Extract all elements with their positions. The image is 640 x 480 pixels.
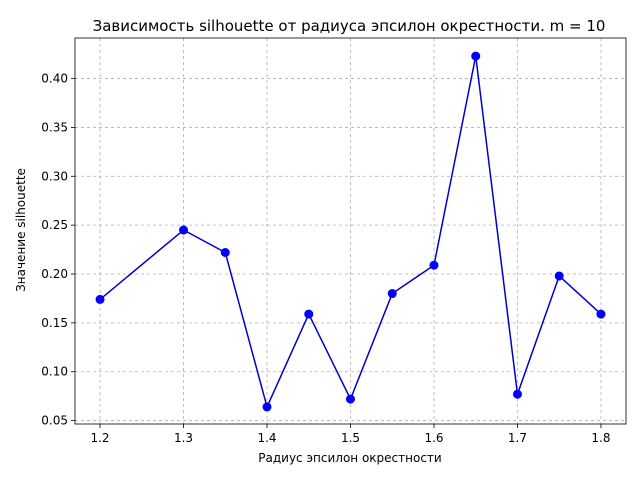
data-point — [95, 294, 105, 304]
data-point — [304, 309, 314, 319]
series-layer — [95, 51, 606, 412]
x-tick-label: 1.7 — [508, 431, 527, 445]
data-point — [220, 247, 230, 257]
chart-title: Зависимость silhouette от радиуса эпсило… — [93, 17, 606, 35]
data-point — [429, 260, 439, 270]
y-tick-label: 0.40 — [41, 72, 68, 86]
y-tick-label: 0.30 — [41, 169, 68, 183]
x-tick-label: 1.4 — [257, 431, 276, 445]
x-axis-label: Радиус эпсилон окрестности — [258, 451, 441, 465]
data-point — [554, 271, 564, 281]
data-point — [387, 289, 397, 299]
y-axis-label: Значение silhouette — [14, 168, 28, 292]
x-tick-label: 1.5 — [341, 431, 360, 445]
y-tick-label: 0.35 — [41, 120, 68, 134]
x-tick-label: 1.8 — [591, 431, 610, 445]
data-point — [471, 51, 481, 61]
data-point — [512, 389, 522, 399]
x-tick-label: 1.2 — [90, 431, 109, 445]
data-point — [179, 225, 189, 235]
y-tick-label: 0.20 — [41, 267, 68, 281]
y-tick-label: 0.15 — [41, 316, 68, 330]
y-tick-label: 0.25 — [41, 218, 68, 232]
x-tick-label: 1.3 — [174, 431, 193, 445]
y-tick-label: 0.10 — [41, 365, 68, 379]
data-point — [262, 402, 272, 412]
grid — [75, 38, 626, 424]
y-tick-label: 0.05 — [41, 414, 68, 428]
data-point — [346, 394, 355, 404]
x-tick-label: 1.6 — [424, 431, 443, 445]
data-point — [596, 309, 606, 319]
y-axis: 0.05 0.10 0.15 0.20 0.25 0.30 0.35 0.40 — [41, 72, 75, 428]
x-axis: 1.2 1.3 1.4 1.5 1.6 1.7 1.8 — [90, 424, 611, 445]
series-line — [99, 55, 602, 408]
